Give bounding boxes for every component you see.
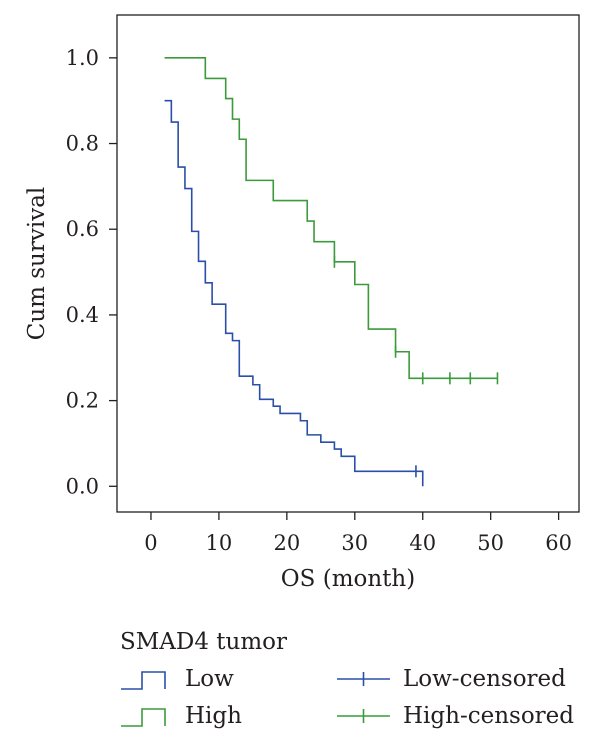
- censor-marks: [333, 255, 499, 478]
- y-tick-label: 1.0: [66, 46, 99, 70]
- y-tick-label: 0.8: [66, 132, 99, 156]
- legend: SMAD4 tumor Low High Low-censored High-c…: [120, 629, 574, 729]
- x-tick-label: 40: [409, 531, 436, 555]
- x-tick-label: 10: [206, 531, 233, 555]
- x-tick-label: 30: [341, 531, 368, 555]
- legend-high-label: High: [185, 703, 242, 729]
- x-axis-label: OS (month): [281, 566, 415, 592]
- tick-marks: 0 10 20 30 40 50 60 0.0 0.2 0.4 0.6 0.8 1.0: [66, 46, 572, 555]
- y-tick-label: 0.4: [66, 303, 99, 327]
- x-tick-label: 60: [545, 531, 572, 555]
- legend-low-censored-swatch: [337, 672, 390, 686]
- axes: [116, 14, 580, 513]
- legend-high-swatch: [121, 708, 166, 727]
- x-tick-label: 50: [477, 531, 504, 555]
- y-tick-label: 0.0: [66, 474, 99, 498]
- y-axis-label: Cum survival: [24, 187, 50, 341]
- series-high-line: [164, 57, 498, 380]
- legend-low-swatch: [121, 671, 166, 690]
- series-lines: [164, 57, 498, 487]
- legend-title: SMAD4 tumor: [120, 629, 287, 655]
- legend-high-censored-label: High-censored: [403, 703, 574, 729]
- legend-low-label: Low: [185, 666, 234, 692]
- y-tick-label: 0.2: [66, 389, 99, 413]
- x-tick-label: 20: [273, 531, 300, 555]
- y-tick-label: 0.6: [66, 217, 99, 241]
- plot-frame: [116, 14, 580, 513]
- series-low-line: [164, 99, 424, 487]
- legend-low-censored-label: Low-censored: [403, 666, 566, 692]
- legend-high-censored-swatch: [337, 709, 390, 723]
- x-tick-label: 0: [144, 531, 157, 555]
